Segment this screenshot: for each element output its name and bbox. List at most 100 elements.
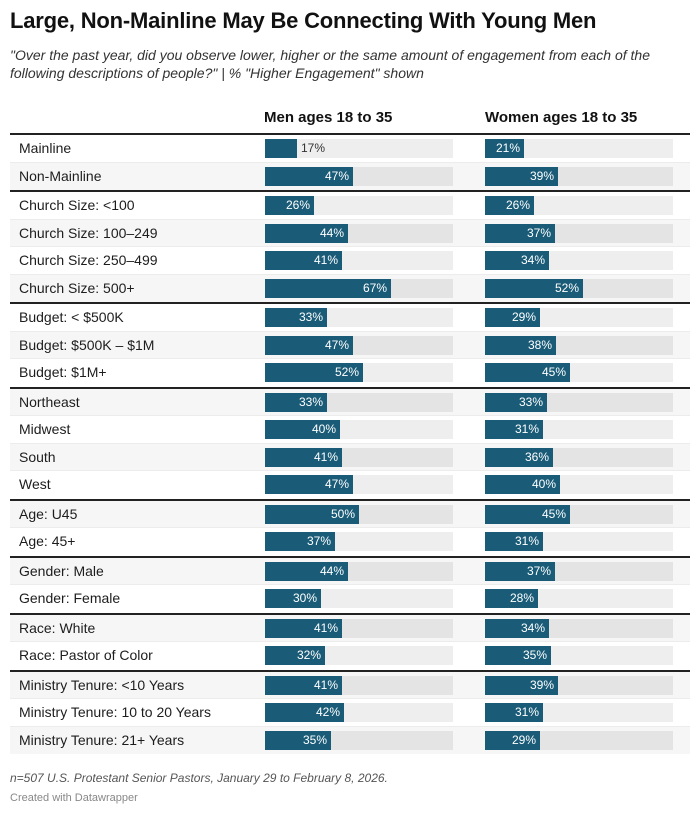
women-value-label: 39% [529,677,554,692]
men-value-label: 41% [313,449,338,464]
table-row: Ministry Tenure: 10 to 20 Years 42% 31% [10,699,690,727]
women-value-label: 33% [518,394,543,409]
men-bar-track: 37% [265,532,453,551]
row-group: Race: White 41% 34% Race: Pastor of Color 32… [10,614,690,672]
men-bar [265,223,348,243]
table-row: Ministry Tenure: 21+ Years 35% 29% [10,726,690,754]
row-label: Ministry Tenure: <10 Years [19,676,185,693]
women-bar [485,420,543,439]
men-bar [265,675,342,695]
women-bar-track: 21% [485,139,673,158]
row-label: Race: White [19,619,96,636]
row-group: Northeast 33% 33% Midwest 40% 31% South 41% 36% W… [10,388,690,501]
women-bar-track: 35% [485,646,673,665]
row-label: West [19,476,51,492]
men-bar [265,447,342,467]
row-label: Church Size: 100–249 [19,224,158,241]
men-bar-track: 67% [265,278,453,298]
men-bar-track: 41% [265,675,453,695]
men-bar [265,251,342,270]
table-row: South 41% 36% [10,443,690,471]
men-bar-track: 33% [265,308,453,327]
table-row: Budget: < $500K 33% 29% [10,304,690,332]
women-bar [485,475,560,494]
women-bar [485,618,549,638]
row-label: South [19,448,56,465]
men-value-label: 32% [296,648,321,662]
men-bar-track: 17% [265,139,453,158]
row-label: Church Size: 500+ [19,279,135,296]
women-value-label: 31% [514,705,539,719]
column-header-men: Men ages 18 to 35 [264,109,393,126]
table-row: Budget: $1M+ 52% 45% [10,359,690,387]
women-bar [485,166,558,186]
chart-notes: n=507 U.S. Protestant Senior Pastors, Ja… [10,771,388,785]
men-value-label: 50% [330,506,355,521]
men-bar-track: 44% [265,223,453,243]
row-label: Gender: Female [19,590,121,606]
row-label: Budget: $1M+ [19,364,107,380]
row-label: Church Size: <100 [19,197,135,213]
table-row: Gender: Female 30% 28% [10,585,690,613]
table-row: West 47% 40% [10,471,690,499]
men-value-label: 33% [298,310,323,324]
women-bar [485,335,556,355]
women-bar-track: 26% [485,196,673,215]
table-row: Race: White 41% 34% [10,614,690,642]
women-bar-track: 29% [485,730,673,750]
table-row: Church Size: 100–249 44% 37% [10,219,690,247]
women-value-label: 37% [526,225,551,240]
men-value-label: 44% [319,563,344,578]
men-bar [265,532,335,551]
women-bar-track: 31% [485,420,673,439]
men-value-label: 47% [324,168,349,183]
table-row: Age: 45+ 37% 31% [10,528,690,556]
women-bar-track: 34% [485,618,673,638]
men-bar-track: 50% [265,504,453,524]
men-bar-track: 35% [265,730,453,750]
women-bar [485,703,543,722]
women-bar [485,561,555,581]
men-value-label: 37% [306,534,331,548]
women-value-label: 40% [531,477,556,491]
row-label: Ministry Tenure: 10 to 20 Years [19,704,211,720]
men-bar [265,420,340,439]
women-bar [485,504,570,524]
men-bar [265,475,353,494]
women-value-label: 21% [495,141,520,155]
women-bar [485,392,547,412]
women-value-label: 37% [526,563,551,578]
women-bar [485,646,551,665]
women-bar-track: 45% [485,504,673,524]
men-bar-track: 41% [265,447,453,467]
row-label: Age: U45 [19,505,78,522]
women-value-label: 31% [514,534,539,548]
row-group: Mainline 17% 21% Non-Mainline 47% 39% [10,135,690,192]
women-value-label: 31% [514,422,539,436]
women-bar-track: 39% [485,166,673,186]
women-bar-track: 36% [485,447,673,467]
row-label: Budget: < $500K [19,309,124,325]
women-value-label: 29% [511,732,536,747]
row-label: Mainline [19,140,72,156]
men-bar [265,139,297,158]
women-bar-track: 52% [485,278,673,298]
men-bar [265,561,348,581]
chart-credit: Created with Datawrapper [10,792,138,804]
row-label: Ministry Tenure: 21+ Years [19,731,185,748]
women-bar [485,139,524,158]
men-value-label: 30% [292,591,317,605]
row-group: Gender: Male 44% 37% Gender: Female 30% 28% [10,557,690,615]
women-value-label: 34% [520,620,545,635]
men-bar [265,646,325,665]
women-value-label: 26% [505,198,530,212]
table-row: Non-Mainline 47% 39% [10,162,690,190]
men-value-label: 17% [301,141,326,155]
men-bar-track: 32% [265,646,453,665]
row-group: Age: U45 50% 45% Age: 45+ 37% 31% [10,500,690,558]
table-row: Gender: Male 44% 37% [10,557,690,585]
men-value-label: 67% [362,280,387,295]
women-bar-track: 33% [485,392,673,412]
men-bar [265,278,391,298]
row-label: Northeast [19,393,80,410]
